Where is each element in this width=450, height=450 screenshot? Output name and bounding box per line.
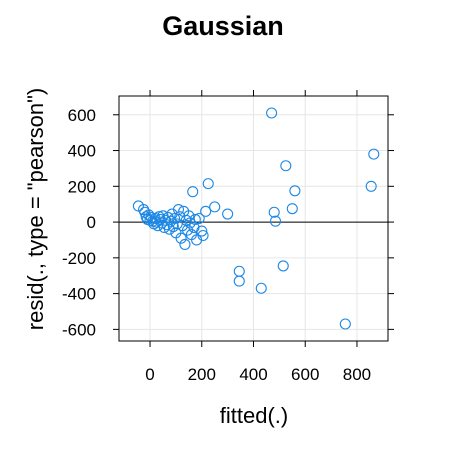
y-tick-label: -600 [62, 320, 96, 339]
data-point [281, 161, 291, 171]
y-tick-label: -200 [62, 249, 96, 268]
data-point [234, 276, 244, 286]
data-point [223, 209, 233, 219]
x-axis-label: fitted(.) [220, 403, 288, 428]
data-point [267, 108, 277, 118]
data-point [340, 319, 350, 329]
y-tick-label: 400 [68, 142, 96, 161]
data-point [287, 204, 297, 214]
data-point [270, 216, 280, 226]
data-point [278, 261, 288, 271]
data-point [269, 207, 279, 217]
x-tick-label: 0 [145, 365, 154, 384]
data-point [210, 202, 220, 212]
data-point [203, 179, 213, 189]
data-point [188, 187, 198, 197]
points-layer [133, 108, 378, 329]
data-point [256, 283, 266, 293]
x-tick-label: 400 [239, 365, 267, 384]
data-point [290, 186, 300, 196]
x-tick-label: 800 [343, 365, 371, 384]
chart-title: Gaussian [162, 11, 284, 41]
y-tick-label: 200 [68, 177, 96, 196]
data-point [234, 266, 244, 276]
x-tick-label: 200 [188, 365, 216, 384]
y-tick-label: -400 [62, 285, 96, 304]
y-tick-label: 600 [68, 106, 96, 125]
ticks-layer: 0 200 400 600 800 -600 -400 -200 0 200 400 600 [62, 90, 394, 384]
y-tick-label: 0 [87, 213, 96, 232]
y-axis-label: resid(., type = "pearson") [23, 88, 48, 330]
x-tick-label: 600 [291, 365, 319, 384]
